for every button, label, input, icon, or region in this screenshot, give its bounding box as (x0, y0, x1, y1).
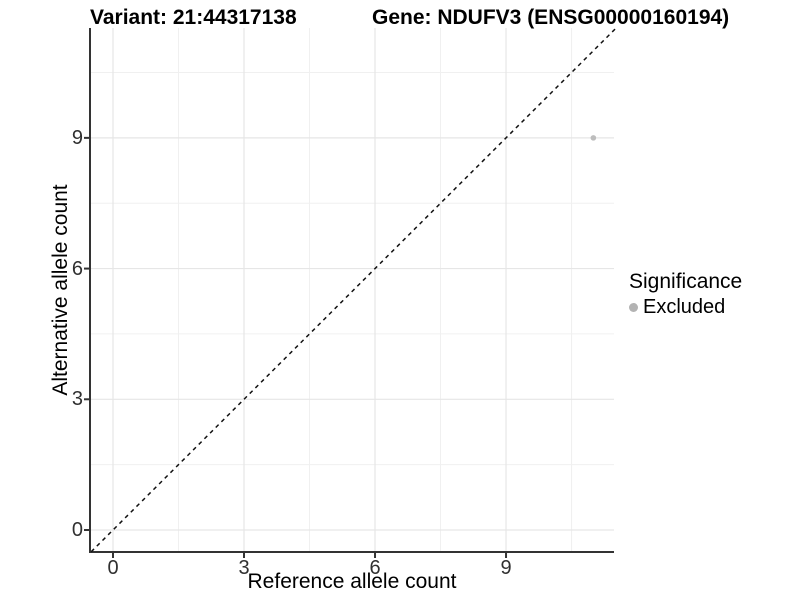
x-tick-label: 6 (369, 557, 381, 579)
x-tick-label: 0 (107, 557, 119, 579)
y-tick-label: 9 (71, 126, 83, 149)
legend-item-excluded: Excluded (629, 296, 742, 319)
y-tick-label: 0 (71, 519, 83, 541)
legend-item-label: Excluded (643, 296, 726, 318)
x-axis-title: Reference allele count (247, 570, 457, 593)
data-point (590, 135, 597, 141)
plot-title-gene: Gene: NDUFV3 (ENSG00000160194) (372, 6, 730, 29)
legend-title: Significance (629, 270, 743, 293)
x-tick-label: 9 (500, 557, 512, 579)
legend: Significance Excluded (629, 270, 742, 319)
x-tick-label: 3 (238, 557, 250, 579)
y-tick-label: 3 (71, 388, 83, 411)
plot-title-variant: Variant: 21:44317138 (90, 6, 297, 29)
y-axis-title: Alternative allele count (49, 184, 72, 396)
legend-point-icon (629, 303, 638, 312)
y-tick-label: 6 (71, 257, 83, 280)
